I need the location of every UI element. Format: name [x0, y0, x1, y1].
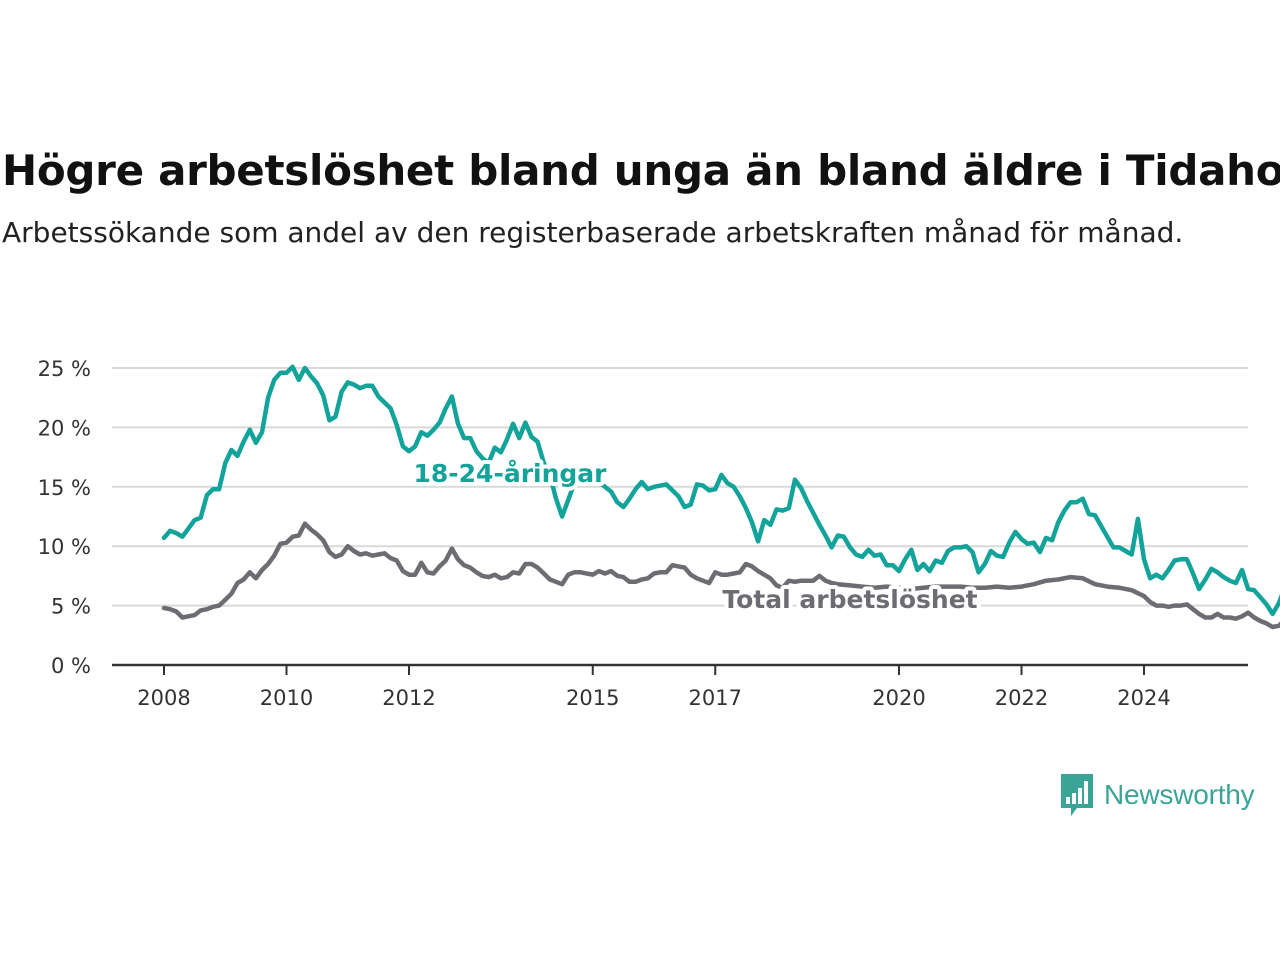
x-tick-label: 2012 [382, 686, 435, 710]
series-line-youth [161, 364, 1280, 617]
logo-text: Newsworthy [1104, 779, 1255, 810]
gridlines [112, 367, 1248, 607]
series-lines [161, 364, 1280, 630]
y-tick-label: 15 % [38, 476, 91, 500]
y-tick-label: 5 % [51, 595, 91, 619]
series-label-total: Total arbetslöshet [722, 585, 977, 614]
x-tick-label: 2022 [995, 686, 1048, 710]
newsworthy-logo: Newsworthy [1058, 772, 1255, 818]
x-axis-ticks: 2008 2010 2012 2015 2017 2020 2022 2024 [137, 665, 1171, 710]
x-tick-label: 2010 [260, 686, 313, 710]
x-tick-label: 2017 [689, 686, 742, 710]
y-axis-ticks: 0 % 5 % 10 % 15 % 20 % 25 % [38, 357, 91, 678]
bar-chart-speech-bubble-icon [1061, 774, 1093, 816]
series-line-total [161, 521, 1280, 630]
y-tick-label: 20 % [38, 416, 91, 440]
chart-title: Högre arbetslöshet bland unga än bland ä… [2, 146, 1280, 195]
y-tick-label: 25 % [38, 357, 91, 381]
y-tick-label: 10 % [38, 535, 91, 559]
x-tick-label: 2008 [137, 686, 190, 710]
y-tick-label: 0 % [51, 654, 91, 678]
chart-subtitle: Arbetssökande som andel av den registerb… [2, 216, 1184, 249]
x-tick-label: 2024 [1117, 686, 1170, 710]
x-tick-label: 2015 [566, 686, 619, 710]
series-label-youth: 18-24-åringar [414, 459, 608, 488]
x-tick-label: 2020 [872, 686, 925, 710]
